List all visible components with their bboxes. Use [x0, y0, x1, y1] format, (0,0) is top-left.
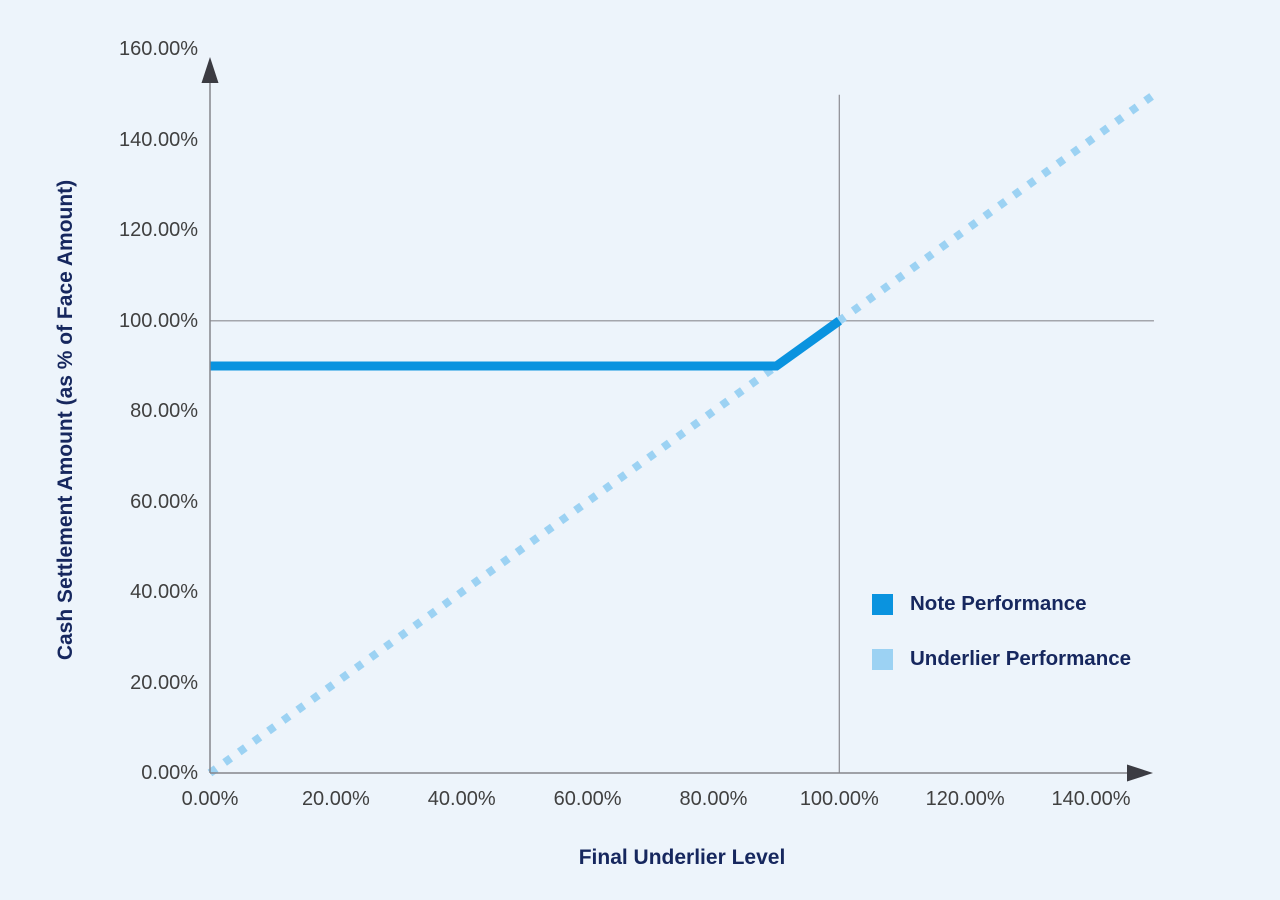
y-tick-label: 100.00% [119, 309, 198, 332]
y-tick-label: 140.00% [119, 128, 198, 151]
y-tick-label: 20.00% [130, 671, 198, 694]
legend-item-note: Note Performance [872, 592, 1131, 616]
x-tick-label: 0.00% [181, 788, 239, 810]
y-tick-label: 80.00% [130, 400, 198, 423]
underlier-performance-line [207, 91, 1157, 777]
y-tick-label: 0.00% [141, 762, 198, 784]
y-axis-title: Cash Settlement Amount (as % of Face Amo… [54, 179, 77, 661]
x-tick-label: 40.00% [427, 788, 496, 810]
y-tick-label: 60.00% [130, 490, 198, 513]
note-performance-line [210, 317, 842, 371]
legend-label-underlier: Underlier Performance [910, 647, 1132, 670]
y-tick-label: 160.00% [119, 38, 198, 61]
legend: Note Performance Underlier Performance [872, 592, 1131, 671]
y-tick-label: 120.00% [119, 219, 198, 242]
y-axis-arrow-icon [201, 57, 219, 83]
note-performance-swatch-icon [872, 593, 893, 615]
x-tick-label: 80.00% [679, 788, 748, 810]
x-tick-label: 140.00% [1051, 788, 1131, 810]
x-tick-label: 60.00% [553, 788, 622, 810]
x-tick-label: 20.00% [301, 788, 370, 810]
x-tick-label: 100.00% [799, 788, 879, 810]
legend-item-underlier: Underlier Performance [872, 647, 1131, 671]
x-tick-label: 120.00% [925, 788, 1005, 810]
y-tick-label: 40.00% [130, 581, 198, 604]
legend-label-note: Note Performance [910, 592, 1087, 615]
x-axis-title: Final Underlier Level [578, 846, 786, 869]
x-axis-arrow-icon [1127, 764, 1153, 782]
underlier-performance-swatch-icon [872, 648, 893, 670]
